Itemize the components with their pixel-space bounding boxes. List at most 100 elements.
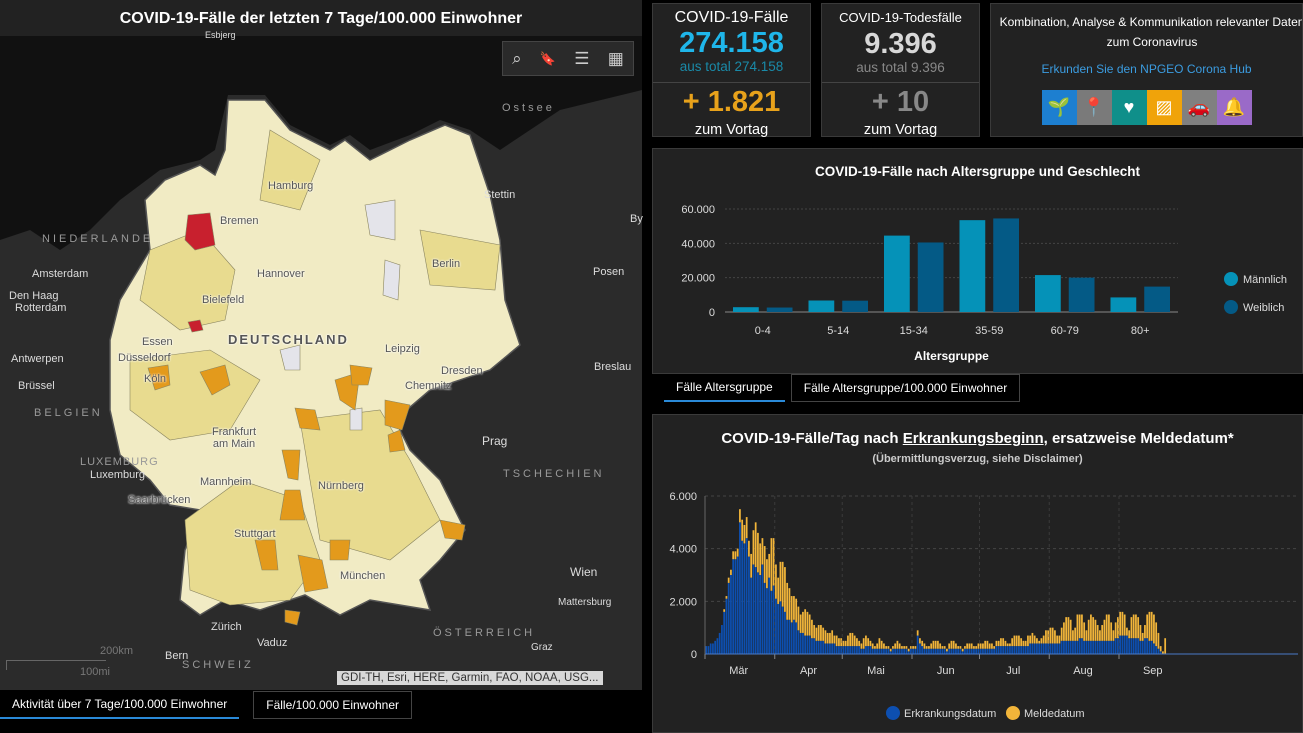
- tab-age-group[interactable]: Fälle Altersgruppe: [664, 374, 785, 402]
- cases-title: COVID-19-Fälle: [674, 9, 789, 26]
- district: [294, 407, 321, 431]
- bar-erkrankungsdatum: [1130, 638, 1133, 654]
- tab-cases-per-100k[interactable]: Fälle/100.000 Einwohner: [253, 691, 413, 719]
- bar-meldedatum: [853, 635, 856, 647]
- bar-erkrankungsdatum: [1027, 646, 1029, 654]
- bar-meldedatum: [1072, 630, 1074, 641]
- bar-meldedatum: [730, 569, 732, 575]
- bar-meldedatum: [781, 561, 784, 607]
- bar-erkrankungsdatum: [892, 648, 894, 654]
- bar-meldedatum: [1045, 630, 1047, 644]
- erkrankungsbeginn-link[interactable]: Erkrankungsbeginn: [902, 430, 1044, 447]
- bar-meldedatum: [1024, 640, 1027, 647]
- bar-meldedatum: [1092, 617, 1095, 641]
- bar-erkrankungsdatum: [880, 648, 883, 654]
- y-tick-label: 6.000: [669, 491, 697, 503]
- bar-meldedatum: [734, 551, 737, 560]
- search-icon[interactable]: ⌕: [512, 48, 522, 68]
- bar-erkrankungsdatum: [1105, 640, 1108, 654]
- bar-meldedatum: [1153, 614, 1155, 644]
- basemap-gallery-icon[interactable]: ▦: [607, 48, 624, 68]
- bar-erkrankungsdatum: [844, 646, 847, 654]
- map-panel[interactable]: COVID-19-Fälle der letzten 7 Tage/100.00…: [0, 0, 643, 690]
- bar-erkrankungsdatum: [1022, 646, 1025, 654]
- bar-meldedatum: [876, 643, 879, 649]
- bar-erkrankungsdatum: [840, 646, 843, 654]
- bar-meldedatum: [1123, 614, 1126, 636]
- bar-weiblich: [1144, 286, 1170, 312]
- bar-meldedatum: [835, 635, 838, 647]
- legend-list-icon[interactable]: ☰: [574, 48, 590, 68]
- bar-erkrankungsdatum: [975, 648, 978, 654]
- map-label: Ostsee: [502, 102, 555, 114]
- bar-meldedatum: [903, 646, 906, 649]
- map-attribution[interactable]: GDI-TH, Esri, HERE, Garmin, FAO, NOAA, U…: [337, 671, 603, 685]
- bar-erkrankungsdatum: [946, 651, 948, 654]
- bar-meldedatum: [1119, 611, 1122, 636]
- tab-age-group-per-100k[interactable]: Fälle Altersgruppe/100.000 Einwohner: [790, 374, 1021, 402]
- bar-erkrankungsdatum: [826, 643, 829, 654]
- map-parcel-icon[interactable]: ▨: [1146, 90, 1182, 125]
- bar-erkrankungsdatum: [786, 619, 789, 654]
- bar-erkrankungsdatum: [982, 648, 984, 654]
- bar-meldedatum: [993, 646, 996, 649]
- map-label: Rotterdam: [15, 302, 67, 314]
- bar-meldedatum: [1108, 614, 1110, 641]
- map-canvas[interactable]: [0, 0, 642, 690]
- cars-icon[interactable]: 🚗: [1181, 90, 1217, 125]
- y-tick-label: 4.000: [669, 544, 697, 556]
- plant-hand-icon[interactable]: 🌱: [1041, 90, 1077, 125]
- heart-pulse-icon[interactable]: ♥: [1111, 90, 1147, 125]
- map-label: München: [340, 570, 386, 582]
- bar-meldedatum: [1155, 622, 1158, 647]
- x-tick-label: Jul: [1006, 665, 1020, 677]
- bar-meldedatum: [754, 522, 757, 568]
- bar-erkrankungsdatum: [867, 646, 870, 654]
- hub-link[interactable]: Erkunden Sie den NPGEO Corona Hub: [1041, 62, 1252, 76]
- district: [184, 212, 216, 251]
- bar-meldedatum: [910, 646, 912, 649]
- x-axis-label: Altersgruppe: [914, 349, 989, 363]
- bell-tower-icon[interactable]: 🔔: [1216, 90, 1252, 125]
- y-tick-label: 0: [691, 649, 697, 661]
- bar-meldedatum: [1087, 619, 1090, 641]
- bar-meldedatum: [912, 646, 915, 649]
- bar-meldedatum: [808, 614, 811, 636]
- bar-meldedatum: [901, 646, 903, 649]
- bar-erkrankungsdatum: [739, 522, 741, 654]
- bar-erkrankungsdatum: [993, 648, 996, 654]
- bar-meldedatum: [880, 640, 883, 649]
- bar-meldedatum: [1047, 630, 1050, 644]
- bar-meldedatum: [858, 640, 861, 647]
- bar-erkrankungsdatum: [779, 601, 782, 654]
- y-tick-label: 20.000: [681, 273, 715, 285]
- legend-label: Männlich: [1243, 274, 1287, 286]
- bar-erkrankungsdatum: [1060, 640, 1063, 654]
- bar-erkrankungsdatum: [1018, 646, 1020, 654]
- y-tick-label: 60.000: [681, 204, 715, 216]
- district: [387, 429, 406, 453]
- bar-meldedatum: [928, 646, 930, 649]
- bar-erkrankungsdatum: [869, 646, 872, 654]
- bar-erkrankungsdatum: [964, 648, 966, 654]
- bar-erkrankungsdatum: [813, 638, 816, 654]
- district: [297, 554, 329, 593]
- x-tick-label: 60-79: [1051, 325, 1079, 337]
- map-label: Prag: [482, 434, 508, 448]
- bar-erkrankungsdatum: [1067, 640, 1070, 654]
- bar-meldedatum: [779, 561, 782, 602]
- bar-meldedatum: [815, 627, 818, 641]
- bar-erkrankungsdatum: [930, 648, 933, 654]
- sea-area: [0, 36, 642, 250]
- bar-erkrankungsdatum: [941, 648, 944, 654]
- bar-meldedatum: [892, 646, 894, 649]
- bar-meldedatum: [964, 646, 966, 649]
- bookmark-icon[interactable]: 🔖: [539, 50, 557, 66]
- bar-meldedatum: [1112, 630, 1115, 641]
- bar-meldedatum: [840, 638, 843, 647]
- map-label: Köln: [144, 373, 167, 385]
- bar-erkrankungsdatum: [887, 648, 890, 654]
- tab-activity-7-days[interactable]: Aktivität über 7 Tage/100.000 Einwohner: [0, 691, 240, 719]
- location-houses-icon[interactable]: 📍: [1076, 90, 1112, 125]
- bar-meldedatum: [1101, 625, 1104, 641]
